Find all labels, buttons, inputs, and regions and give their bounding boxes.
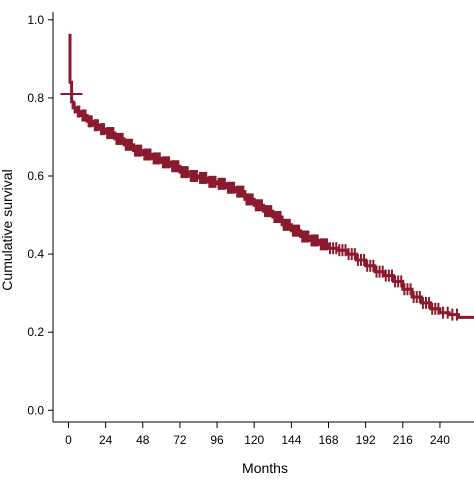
x-tick-label: 240 (430, 433, 450, 447)
y-axis: 0.0 0.2 0.4 0.6 0.8 1.0 (27, 12, 54, 422)
x-tick-label: 72 (173, 433, 187, 447)
y-tick-label: 0.2 (27, 325, 44, 339)
plot-area (60, 33, 474, 321)
x-tick-label: 96 (210, 433, 224, 447)
survival-curve (68, 33, 474, 319)
y-tick-label: 0.8 (27, 91, 44, 105)
x-tick-label: 168 (318, 433, 338, 447)
x-axis-title: Months (242, 460, 288, 476)
y-tick-label: 0.4 (27, 247, 44, 261)
y-axis-ticks: 0.0 0.2 0.4 0.6 0.8 1.0 (27, 13, 53, 417)
x-tick-label: 144 (281, 433, 301, 447)
x-tick-label: 24 (99, 433, 113, 447)
x-tick-label: 120 (244, 433, 264, 447)
x-tick-label: 216 (393, 433, 413, 447)
x-tick-label: 0 (65, 433, 72, 447)
x-tick-label: 192 (356, 433, 376, 447)
y-tick-label: 0.0 (27, 403, 44, 417)
x-tick-label: 48 (136, 433, 150, 447)
x-axis: 0 24 48 72 96 120 144 168 192 216 240 (53, 421, 474, 447)
x-axis-ticks: 0 24 48 72 96 120 144 168 192 216 240 (65, 422, 450, 447)
y-axis-title: Cumulative survival (0, 169, 15, 290)
y-tick-label: 0.6 (27, 169, 44, 183)
y-tick-label: 1.0 (27, 13, 44, 27)
